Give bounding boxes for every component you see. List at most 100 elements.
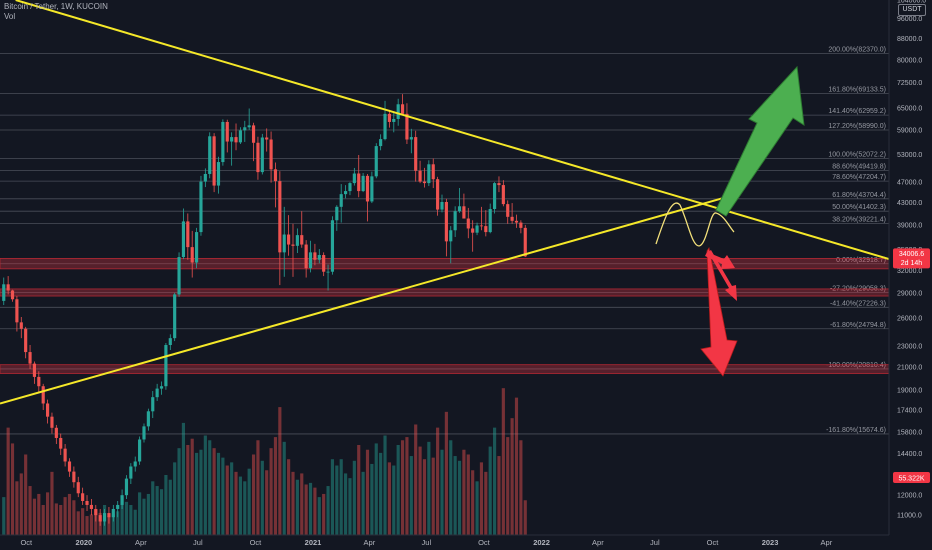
volume-bar — [89, 514, 93, 535]
volume-bar — [256, 440, 260, 535]
axis-badges: 34006.6 2d 14h 55.322K — [893, 248, 930, 483]
time-axis[interactable]: Oct 2020 Apr Jul Oct 2021 Apr Jul Oct 2022 Apr Jul O… — [20, 538, 832, 547]
candle-body — [414, 137, 418, 171]
price-tick-label[interactable]: 11000.0 — [897, 513, 922, 520]
volume-bar — [479, 462, 484, 535]
volume-bar — [484, 471, 488, 535]
price-tick-label[interactable]: 17400.0 — [897, 407, 922, 414]
candle-body — [256, 142, 260, 173]
volume-bar — [142, 498, 146, 535]
volume-bar — [221, 457, 225, 535]
time-tick-label[interactable]: Apr — [821, 538, 833, 547]
candle-body — [54, 427, 58, 438]
volume-indicator-label[interactable]: Vol — [4, 12, 16, 21]
bearish-arrow-icon[interactable] — [700, 246, 738, 377]
time-tick-label[interactable]: Jul — [193, 538, 203, 547]
price-tick-label[interactable]: 39000.0 — [897, 222, 922, 229]
candle-body — [326, 271, 330, 273]
volume-bar — [422, 459, 427, 535]
volume-bar — [501, 388, 505, 535]
candle-body — [514, 220, 519, 223]
symbol-title[interactable]: Bitcoin / Tether, 1W, KUCOIN — [4, 2, 108, 11]
candle-body — [405, 113, 409, 140]
fib-grid: 200.00%(82370.0) 161.80%(69133.5) 141.40%(… — [0, 46, 889, 435]
price-tick-label[interactable]: 12000.0 — [897, 493, 922, 500]
candle-body — [177, 257, 181, 295]
price-tick-label[interactable]: 15800.0 — [897, 430, 922, 437]
candle-body — [41, 386, 45, 404]
volume-bar — [190, 438, 194, 535]
time-tick-label[interactable]: 2020 — [76, 538, 93, 547]
time-tick-label[interactable]: Oct — [478, 538, 491, 547]
price-tick-label[interactable]: 21000.0 — [897, 364, 922, 371]
price-tick-label[interactable]: 23000.0 — [897, 344, 922, 351]
candle-body — [142, 426, 146, 440]
projected-wave-path[interactable] — [655, 202, 735, 247]
candle-body — [457, 206, 462, 212]
volume-bar — [339, 459, 343, 535]
volume-bar — [159, 489, 164, 535]
candle-body — [370, 176, 374, 202]
price-tick-label[interactable]: 96000.0 — [897, 16, 922, 23]
volume-bar — [392, 465, 396, 535]
volume-bar — [379, 452, 383, 535]
volume-bar — [387, 462, 391, 535]
candlesticks — [2, 94, 527, 526]
price-tick-label[interactable]: 65000.0 — [897, 105, 922, 112]
price-tick-label[interactable]: 19000.0 — [897, 387, 922, 394]
volume-bar — [129, 505, 133, 535]
candle-body — [28, 352, 32, 364]
volume-bar — [466, 454, 470, 535]
price-tick-label[interactable]: 43000.0 — [897, 200, 922, 207]
bearish-arrow-small-2-icon[interactable] — [708, 250, 737, 301]
candle-countdown-label: 2d 14h — [901, 260, 923, 267]
ascending-support-line[interactable] — [0, 193, 736, 405]
time-tick-label[interactable]: Jul — [650, 538, 660, 547]
time-tick-label[interactable]: Apr — [592, 538, 604, 547]
time-tick-label[interactable]: 2022 — [533, 538, 550, 547]
time-tick-label[interactable]: Jul — [422, 538, 432, 547]
time-tick-label[interactable]: Oct — [250, 538, 263, 547]
volume-bar — [195, 452, 199, 535]
bullish-arrow-icon[interactable] — [715, 65, 805, 217]
fib-label-6: 88.60%(49419.8) — [832, 164, 886, 171]
volume-bar — [173, 462, 177, 535]
volume-value-badge — [893, 472, 930, 483]
trendlines[interactable] — [0, 0, 890, 405]
price-tick-label[interactable]: 72500.0 — [897, 80, 922, 87]
volume-bar — [164, 475, 168, 535]
price-tick-label[interactable]: 80000.0 — [897, 58, 922, 65]
currency-badge[interactable]: USDT — [898, 4, 926, 16]
price-tick-label[interactable]: 26000.0 — [897, 315, 922, 322]
price-tick-label[interactable]: 14400.0 — [897, 451, 922, 458]
projection-drawings[interactable] — [655, 65, 805, 377]
time-tick-label[interactable]: Apr — [135, 538, 147, 547]
price-tick-label[interactable]: 59000.0 — [897, 127, 922, 134]
candle-body — [81, 493, 85, 501]
candle-body — [10, 290, 15, 300]
candle-body — [164, 345, 168, 387]
time-tick-label[interactable]: Oct — [707, 538, 720, 547]
price-tick-label[interactable]: 29000.0 — [897, 290, 922, 297]
fib-label-10: 38.20%(39221.4) — [832, 217, 886, 224]
price-tick-label[interactable]: 88000.0 — [897, 36, 922, 43]
fib-label-2: 161.80%(69133.5) — [828, 87, 886, 94]
time-tick-label[interactable]: 2021 — [305, 538, 322, 547]
price-tick-label[interactable]: 104000.0 — [897, 0, 926, 5]
descending-resistance-line[interactable] — [15, 0, 890, 261]
candle-body — [203, 173, 207, 182]
volume-bar — [238, 476, 242, 535]
time-tick-label[interactable]: Apr — [364, 538, 376, 547]
price-tick-label[interactable]: 47000.0 — [897, 180, 922, 187]
volume-bar — [313, 487, 317, 535]
time-tick-label[interactable]: Oct — [20, 538, 33, 547]
volume-bar — [457, 460, 462, 535]
candle-body — [304, 244, 308, 269]
volume-bar — [247, 468, 251, 535]
volume-bar — [295, 479, 299, 535]
price-tick-label[interactable]: 53000.0 — [897, 152, 922, 159]
time-tick-label[interactable]: 2023 — [762, 538, 779, 547]
candle-body — [111, 508, 115, 518]
price-tick-label[interactable]: 32000.0 — [897, 268, 922, 275]
